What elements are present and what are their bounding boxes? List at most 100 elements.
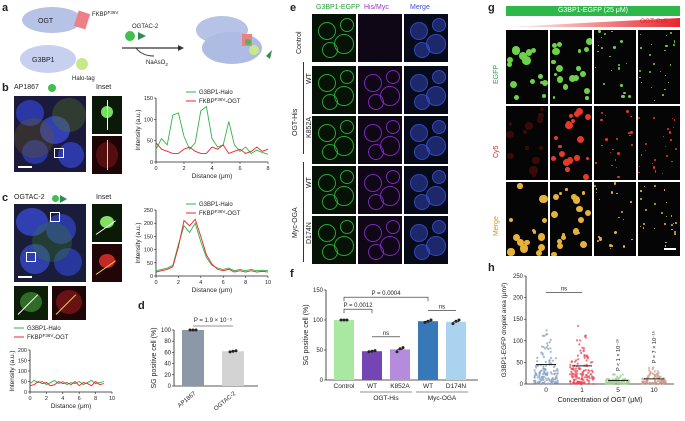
data-point [538, 374, 541, 377]
panel-e-tile [404, 116, 448, 164]
panel-g-tile [550, 182, 592, 256]
x-tick-label: 10 [265, 280, 271, 286]
panel-b-micrograph [14, 96, 86, 172]
data-point [641, 377, 644, 380]
y-tick-label: 20 [164, 373, 171, 379]
data-point [568, 373, 572, 376]
x-tick-label: 2 [177, 280, 180, 286]
data-point [345, 318, 349, 322]
x-tick-label: 8 [266, 166, 269, 172]
ogt-shape [22, 7, 82, 33]
panel-c-inset-green [92, 204, 122, 242]
legend-label-g3bp1: G3BP1-Halo [199, 90, 233, 96]
y-tick-label: 150 [18, 359, 27, 365]
data-point [548, 341, 551, 344]
data-point [652, 366, 655, 369]
p-value-label: P = 0.0004 [371, 291, 401, 297]
data-point [451, 322, 455, 326]
data-point [570, 370, 573, 373]
data-point [546, 342, 549, 345]
data-point [610, 382, 613, 386]
data-point [619, 381, 622, 385]
data-point [542, 382, 545, 385]
data-point [656, 374, 659, 377]
data-point [662, 380, 665, 384]
data-point [660, 381, 663, 384]
data-point [613, 373, 616, 376]
panel-e-tile [358, 14, 402, 62]
data-point [648, 366, 651, 370]
data-point [579, 372, 582, 376]
ns-label: ns [383, 331, 389, 337]
y-tick-label: 0 [24, 390, 27, 396]
data-point [549, 338, 552, 341]
data-point [367, 350, 371, 354]
halo-label: Halo-tag [72, 76, 95, 82]
ogt-label: OGT [38, 18, 54, 25]
data-point [556, 372, 559, 375]
data-point [652, 373, 655, 376]
ns-label: ns [561, 286, 567, 292]
data-point [655, 382, 658, 385]
panel-label-b: b [2, 82, 9, 94]
data-point [553, 372, 557, 375]
x-tick-label: 5 [616, 387, 620, 394]
group-label-oga: Myc-OGA [428, 395, 457, 402]
panel-g-tile [506, 30, 548, 104]
data-point [663, 382, 666, 385]
data-point [545, 329, 548, 332]
data-point [554, 380, 557, 383]
data-point [581, 376, 584, 379]
data-point [572, 367, 575, 370]
bar-0 [182, 330, 204, 386]
data-point [552, 365, 556, 369]
panel-c-inset-red [92, 244, 122, 282]
x-tick-label: Control [334, 383, 356, 390]
data-point [576, 354, 580, 357]
data-point [551, 359, 554, 362]
y-tick-label: 250 [513, 274, 524, 280]
ogtac-label: OGTAC-2 [132, 24, 159, 30]
data-point [544, 364, 548, 367]
data-point [585, 354, 588, 357]
data-point [584, 376, 587, 379]
data-point [533, 376, 536, 379]
data-point [587, 375, 591, 378]
data-point [574, 369, 577, 372]
data-point [544, 360, 547, 363]
data-point [576, 376, 579, 380]
panel-e-tile [404, 166, 448, 214]
complex-halo [249, 45, 259, 55]
data-point [582, 350, 585, 353]
panel-e-col-header-2: Merge [410, 4, 430, 11]
data-point [569, 366, 572, 369]
y-axis-label: SG positive cell (%) [303, 304, 310, 365]
legend-label-fkbp: FKBPF36V-OGT [27, 333, 69, 341]
data-point [549, 350, 552, 353]
data-point [545, 346, 548, 349]
data-point [548, 361, 551, 364]
data-point [540, 375, 544, 379]
panel-g-top-bar: G3BP1-EGFP (25 μM) [506, 6, 680, 16]
y-tick-label: 150 [313, 288, 324, 294]
panel-e-row-label-0: Control [296, 31, 303, 54]
data-point [646, 375, 649, 378]
group-label-ogt: OGT-His [373, 395, 399, 402]
data-point [583, 369, 586, 372]
data-point [556, 369, 559, 372]
panel-g-row-label-1: Cy5 [493, 145, 500, 158]
data-point [454, 319, 458, 323]
x-tick-label: 8 [244, 280, 247, 286]
data-point [656, 379, 659, 383]
panel-e-row-label-3: WT [306, 177, 313, 188]
x-tick-label: 0 [154, 166, 157, 172]
data-point [188, 328, 192, 332]
halo-tag-shape [76, 58, 88, 70]
panel-e-tile [404, 14, 448, 62]
data-point [586, 378, 589, 381]
panel-g-tile [506, 106, 548, 180]
data-point [228, 350, 232, 354]
data-point [550, 378, 553, 381]
p-value-label: P = 0.0012 [343, 303, 373, 309]
y-tick-label: 80 [164, 339, 171, 345]
